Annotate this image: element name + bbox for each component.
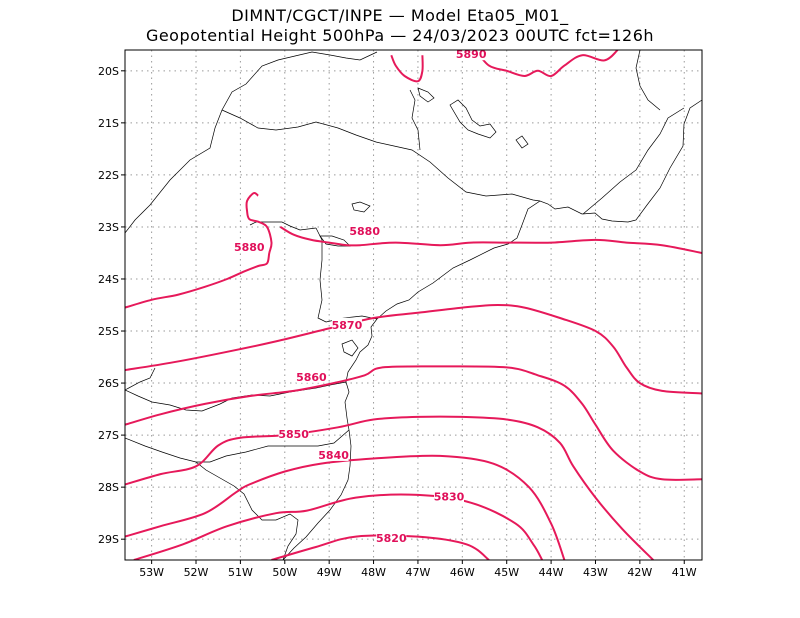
x-tick-label: 51W [228,566,253,579]
contour-label-5870: 5870 [332,319,363,332]
x-tick-label: 41W [672,566,697,579]
y-tick-label: 22S [98,169,119,182]
contour-label-bg [434,489,465,503]
contour-label-bg [296,369,327,383]
state-border-1 [125,51,378,234]
y-tick-label: 27S [98,429,119,442]
x-tick-label: 43W [583,566,608,579]
contour-line-5840 [125,454,566,560]
state-border-3 [409,89,421,151]
contour-label-5820: 5820 [376,532,407,545]
contour-label-bg [234,239,265,253]
x-tick-label: 46W [450,566,475,579]
y-tick-label: 26S [98,377,119,390]
lake-1 [449,99,497,139]
y-tick-label: 20S [98,65,119,78]
contour-line-5870 [125,303,702,395]
state-border-2 [221,109,541,202]
x-tick-label: 47W [406,566,431,579]
lake-2 [417,87,435,103]
x-tick-label: 53W [139,566,164,579]
contour-label-5860: 5860 [296,371,327,384]
country-border-1 [125,367,156,391]
contour-label-bg [376,531,407,545]
x-tick-label: 49W [317,566,342,579]
lake-5 [341,339,359,357]
map-outlines [125,50,702,560]
contour-line-5880 [279,226,702,254]
y-tick-label: 28S [98,481,119,494]
contour-labels: 5890 5880 5880 5870 5860 5850 5840 5830 5820 [234,47,487,545]
y-tick-label: 29S [98,533,119,546]
state-border-5 [635,50,661,111]
x-tick-label: 45W [494,566,519,579]
contour-label-5840: 5840 [318,449,349,462]
grid-lines [125,50,702,560]
y-axis: 20S 21S 22S 23S 24S 25S 26S 27S 28S 29S [98,65,125,546]
contour-line-5880 [125,191,273,309]
contour-label-5830: 5830 [434,491,465,504]
chart-title-line1: DIMNT/CGCT/INPE — Model Eta05_M01_ [231,6,569,25]
contour-lines [125,50,702,560]
state-border-6 [315,227,378,323]
contour-label-5850: 5850 [278,428,309,441]
state-border-8 [125,381,347,412]
y-tick-label: 25S [98,325,119,338]
chart-title-line2: Geopotential Height 500hPa — 24/03/2023 … [145,26,655,45]
contour-line-5830 [133,493,544,560]
state-border-4 [582,107,685,215]
contour-line-5890 [390,54,424,83]
y-tick-label: 23S [98,221,119,234]
x-tick-label: 52W [184,566,209,579]
contour-line-5860 [125,365,702,481]
x-tick-label: 42W [627,566,652,579]
contour-label-5880: 5880 [349,225,380,238]
contour-label-5880: 5880 [234,241,265,254]
lake-6 [515,135,529,149]
contour-label-5890: 5890 [456,48,487,61]
contour-label-bg [318,447,349,461]
x-axis: 53W 52W 51W 50W 49W 48W 47W 46W 45W 44W 43W 42W 41W [139,560,697,579]
contour-label-bg [349,224,380,238]
contour-label-bg [331,317,362,331]
x-tick-label: 48W [361,566,386,579]
x-tick-label: 44W [539,566,564,579]
x-tick-label: 50W [272,566,297,579]
country-border-2 [195,461,299,560]
y-tick-label: 24S [98,273,119,286]
lake-3 [351,201,371,213]
y-tick-label: 21S [98,117,119,130]
plot-frame [124,49,703,561]
contour-line-5850 [125,415,654,560]
coastline [282,99,702,560]
contour-line-5890 [474,50,619,78]
state-border-9 [125,429,350,463]
contour-label-bg [278,427,309,441]
